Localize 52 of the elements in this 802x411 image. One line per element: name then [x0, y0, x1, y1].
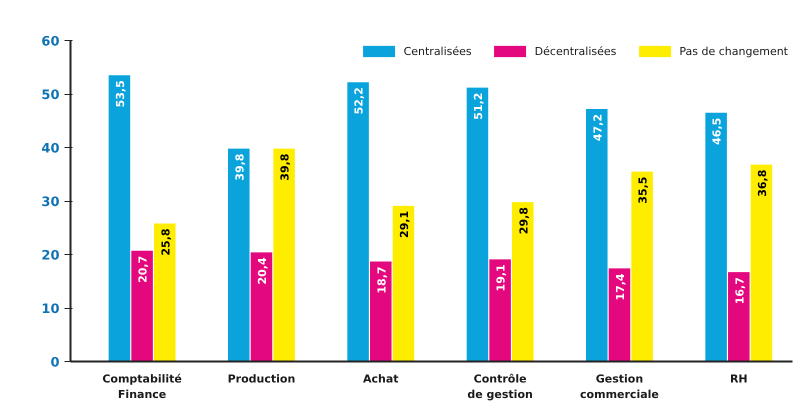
bar [489, 259, 511, 362]
legend-label: Décentralisées [534, 44, 616, 58]
y-tick-label: 0 [50, 356, 60, 370]
legend-label: Centralisées [404, 44, 472, 58]
data-label: 16,7 [733, 277, 746, 304]
data-label: 29,8 [517, 207, 530, 234]
bar [392, 206, 414, 362]
x-tick-label: RH [730, 372, 748, 386]
data-label: 20,7 [136, 256, 150, 283]
bar [705, 112, 727, 362]
bar [108, 75, 130, 362]
bar [631, 172, 653, 362]
bar [347, 82, 369, 362]
bar [131, 250, 153, 362]
y-tick-label: 20 [41, 248, 60, 264]
x-tick-label: Comptabilité Finance [102, 372, 182, 402]
data-label: 29,1 [398, 210, 411, 238]
x-tick-label: Production [228, 372, 296, 386]
x-tick-label: Contrôle de gestion [467, 372, 533, 402]
bar [728, 272, 750, 362]
y-tick-label: 50 [41, 88, 60, 103]
data-label: 20,4 [256, 257, 269, 284]
bar [250, 252, 272, 362]
data-label: 39,8 [233, 154, 246, 181]
x-tick-label: Achat [363, 372, 399, 386]
y-tick-label: 30 [41, 195, 60, 210]
bar [273, 148, 295, 362]
x-tick-label: Gestion commerciale [580, 372, 659, 402]
y-tick-label: 60 [41, 34, 60, 50]
data-label: 17,4 [614, 273, 627, 301]
bar [586, 108, 608, 362]
data-label: 18,7 [375, 266, 388, 294]
data-label: 52,2 [352, 87, 366, 114]
data-label: 46,5 [710, 118, 724, 145]
data-label: 19,1 [494, 264, 508, 292]
y-tick-label: 10 [41, 302, 60, 317]
data-label: 53,5 [114, 80, 127, 108]
bar [750, 164, 772, 362]
data-label: 36,8 [756, 170, 769, 197]
bar [466, 88, 488, 362]
data-label: 51,2 [472, 92, 485, 120]
y-tick-label: 40 [41, 142, 60, 156]
data-label: 25,8 [159, 228, 172, 256]
bar [154, 223, 176, 362]
data-label: 39,8 [278, 154, 292, 181]
bar [608, 268, 630, 362]
legend-label: Pas de changement [679, 44, 788, 58]
bar [228, 148, 250, 362]
data-label: 47,2 [591, 114, 604, 142]
bar [370, 261, 392, 362]
bar [512, 202, 534, 362]
data-label: 35,5 [636, 176, 650, 204]
